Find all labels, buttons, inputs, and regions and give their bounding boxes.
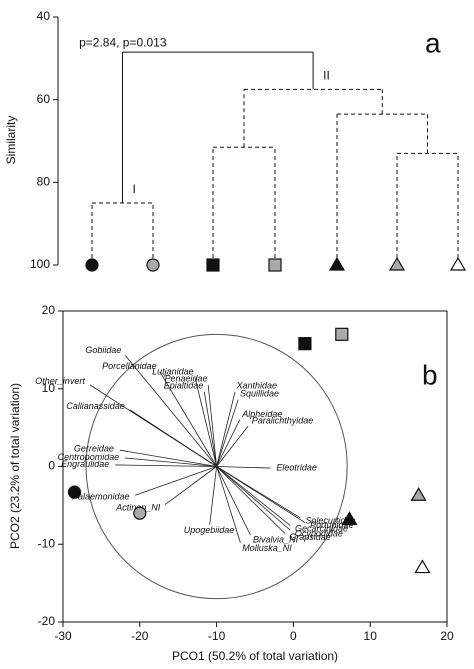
- x-tick-label: -30: [54, 629, 72, 643]
- y-tick-label: 0: [48, 459, 55, 473]
- y-tick-label: 10: [42, 381, 56, 395]
- vector: [207, 384, 217, 467]
- vector-label: Gecarcinidae: [295, 524, 348, 534]
- vector: [216, 466, 291, 531]
- vector-label: Centropomidae: [58, 452, 120, 462]
- y-tick-label: 40: [37, 9, 51, 23]
- vector: [124, 355, 217, 467]
- vector: [216, 419, 240, 467]
- y-tick-label: 20: [42, 303, 56, 317]
- vector-label: Portunidae: [310, 520, 354, 530]
- vector-label: Upogebiidae: [184, 525, 235, 535]
- vector-label: Gerreidae: [74, 444, 114, 454]
- panel-label: b: [422, 359, 438, 390]
- vector: [216, 399, 239, 467]
- x-tick-label: 0: [290, 629, 297, 643]
- marker: [335, 327, 349, 341]
- y-tick-label: -10: [38, 536, 56, 550]
- vector: [115, 464, 217, 467]
- marker: [146, 258, 160, 272]
- x-tick-label: 10: [364, 629, 378, 643]
- vector: [216, 466, 306, 523]
- y-tick-label: -20: [38, 614, 56, 628]
- vector-label: Callianassidae: [66, 401, 125, 411]
- vector-label: Molluska_NI: [242, 543, 292, 553]
- vector: [129, 409, 217, 467]
- marker: [298, 337, 312, 351]
- merge-label: II: [323, 69, 330, 83]
- vector-label: Xanthidae: [235, 380, 277, 390]
- vector: [194, 377, 217, 467]
- vector: [216, 466, 241, 543]
- vector: [119, 449, 217, 467]
- correlation-circle: [85, 333, 348, 600]
- vector: [159, 371, 217, 467]
- vector-label: Squillidae: [240, 388, 279, 398]
- vector: [203, 391, 217, 467]
- marker: [341, 511, 358, 525]
- vector-label: Porcellanidae: [102, 361, 157, 371]
- vector-label: Paralichthyidae: [252, 416, 314, 426]
- panel-label: a: [425, 27, 441, 58]
- x-tick-label: -20: [131, 629, 149, 643]
- vector-label: Other_invert: [35, 376, 85, 386]
- marker: [133, 506, 147, 520]
- vector-label: Eleotridae: [276, 463, 317, 473]
- y-tick-label: 80: [37, 175, 51, 189]
- vector: [216, 466, 286, 534]
- vector-label: Solecurtidae: [305, 515, 355, 525]
- vector: [135, 466, 217, 496]
- plot-frame: [62, 310, 448, 623]
- y-axis-label: Similarity: [4, 116, 18, 165]
- vector-label: Gobiidae: [85, 345, 121, 355]
- vector: [209, 466, 217, 525]
- vector-label: Grapsidae: [289, 532, 331, 542]
- marker: [328, 256, 346, 271]
- y-tick-label: 100: [30, 257, 50, 271]
- x-tick-label: -10: [208, 629, 226, 643]
- vector-label: Palaemonidae: [72, 492, 130, 502]
- x-axis-label: PCO1 (50.2% of total variation): [172, 649, 338, 663]
- x-tick-label: 20: [440, 629, 454, 643]
- marker: [268, 258, 282, 272]
- vector: [164, 466, 217, 505]
- marker: [414, 559, 431, 574]
- marker: [67, 485, 82, 499]
- marker: [410, 487, 427, 501]
- merge-label: p=2.84, p=0.013: [79, 35, 167, 49]
- merge-label: I: [133, 182, 136, 196]
- marker: [388, 256, 406, 271]
- vector-label: Lutjanidae: [152, 366, 194, 376]
- vector-label: Penaeidae: [164, 373, 207, 383]
- vector: [216, 425, 249, 467]
- marker: [449, 256, 467, 271]
- vector: [216, 466, 251, 536]
- marker: [206, 258, 220, 272]
- y-axis-label: PCO2 (23.2% of total variation): [8, 383, 22, 549]
- vector: [216, 466, 271, 469]
- vector: [216, 466, 291, 526]
- vector-label: Alpheidae: [241, 409, 282, 419]
- vector: [216, 391, 236, 467]
- vector-label: Epialtidae: [164, 380, 204, 390]
- vector-label: Engraulidae: [61, 459, 109, 469]
- vector: [125, 457, 217, 467]
- y-tick-label: 60: [37, 92, 51, 106]
- vector-label: Ocypodidae: [295, 529, 343, 539]
- marker: [85, 258, 99, 272]
- vector-label: Bivalvia_NI: [253, 535, 299, 545]
